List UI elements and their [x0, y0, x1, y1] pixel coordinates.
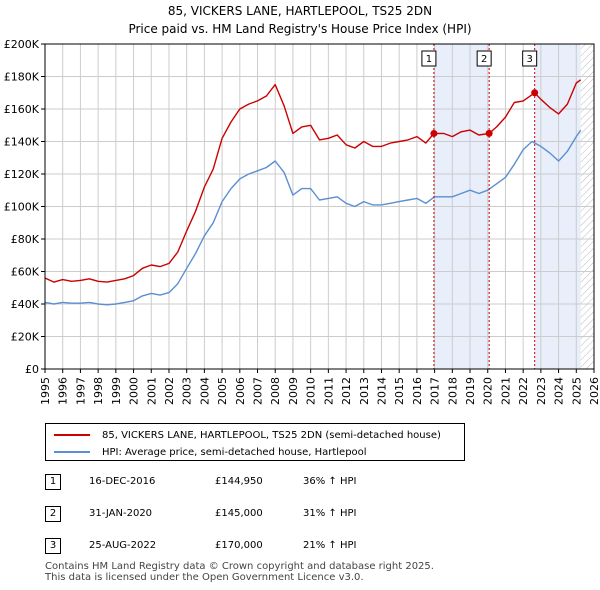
- y-tick-label: £160K: [4, 103, 40, 116]
- legend: 85, VICKERS LANE, HARTLEPOOL, TS25 2DN (…: [45, 423, 465, 461]
- chart-title: 85, VICKERS LANE, HARTLEPOOL, TS25 2DN: [168, 4, 432, 18]
- sale-marker-label: 3: [526, 54, 532, 65]
- sale-number: 1: [45, 474, 61, 490]
- sale-hpi-change: 36% ↑ HPI: [303, 476, 357, 487]
- y-tick-label: £80K: [11, 233, 40, 246]
- table-row: 1 16-DEC-2016 £144,950 36% ↑ HPI: [45, 474, 445, 490]
- x-tick-label: 2023: [535, 377, 548, 405]
- x-tick-label: 2024: [553, 377, 566, 405]
- x-tick-label: 1998: [92, 377, 105, 405]
- legend-item-property: 85, VICKERS LANE, HARTLEPOOL, TS25 2DN (…: [54, 427, 441, 443]
- sale-marker-label: 2: [481, 54, 487, 65]
- x-tick-label: 2013: [358, 377, 371, 405]
- sale-number: 2: [45, 506, 61, 522]
- x-tick-label: 2010: [305, 377, 318, 405]
- sale-number: 3: [45, 538, 61, 554]
- y-tick-label: £60K: [11, 266, 40, 279]
- chart: 85, VICKERS LANE, HARTLEPOOL, TS25 2DN P…: [4, 4, 600, 405]
- table-row: 3 25-AUG-2022 £170,000 21% ↑ HPI: [45, 538, 445, 554]
- legend-label-hpi: HPI: Average price, semi-detached house,…: [102, 446, 367, 458]
- x-tick-label: 1995: [39, 377, 52, 405]
- x-tick-label: 2015: [393, 377, 406, 405]
- sale-point: [430, 129, 438, 137]
- y-tick-label: £140K: [4, 136, 40, 149]
- sale-marker-label: 1: [426, 54, 432, 65]
- x-tick-label: 2003: [181, 377, 194, 405]
- y-tick-label: £0: [25, 363, 39, 376]
- x-tick-label: 2025: [570, 377, 583, 405]
- x-tick-label: 2021: [499, 377, 512, 405]
- x-tick-label: 1997: [74, 377, 87, 405]
- legend-item-hpi: HPI: Average price, semi-detached house,…: [54, 444, 367, 460]
- legend-swatch-hpi: [54, 451, 90, 453]
- x-tick-label: 1996: [57, 377, 70, 405]
- y-tick-label: £120K: [4, 168, 40, 181]
- x-tick-label: 2006: [234, 377, 247, 405]
- sale-hpi-change: 21% ↑ HPI: [303, 540, 357, 551]
- legend-label-property: 85, VICKERS LANE, HARTLEPOOL, TS25 2DN (…: [102, 429, 441, 441]
- x-tick-label: 2012: [340, 377, 353, 405]
- x-tick-label: 2018: [446, 377, 459, 405]
- y-tick-label: £20K: [11, 331, 40, 344]
- sale-point: [485, 129, 493, 137]
- x-tick-label: 2007: [252, 377, 265, 405]
- sale-marker-box: [421, 50, 437, 67]
- x-tick-label: 2017: [429, 377, 442, 405]
- sale-date: 16-DEC-2016: [89, 476, 156, 487]
- x-tick-label: 2004: [198, 377, 211, 405]
- x-tick-label: 2011: [322, 377, 335, 405]
- x-tick-label: 2002: [163, 377, 176, 405]
- chart-subtitle: Price paid vs. HM Land Registry's House …: [128, 22, 471, 36]
- sale-price: £144,950: [215, 476, 263, 487]
- footer-licence: This data is licensed under the Open Gov…: [45, 572, 364, 583]
- x-tick-label: 2008: [269, 377, 282, 405]
- y-tick-label: £40K: [11, 298, 40, 311]
- sale-hpi-change: 31% ↑ HPI: [303, 508, 357, 519]
- y-tick-label: £180K: [4, 71, 40, 84]
- x-tick-label: 2020: [482, 377, 495, 405]
- x-tick-label: 2005: [216, 377, 229, 405]
- sale-marker-box: [476, 50, 492, 67]
- sale-marker-box: [522, 50, 538, 67]
- footer-copyright: Contains HM Land Registry data © Crown c…: [45, 561, 434, 572]
- sale-price: £170,000: [215, 540, 263, 551]
- x-tick-label: 2022: [517, 377, 530, 405]
- y-tick-label: £200K: [4, 38, 40, 51]
- footer: Contains HM Land Registry data © Crown c…: [45, 561, 434, 583]
- x-tick-label: 2009: [287, 377, 300, 405]
- x-tick-label: 2016: [411, 377, 424, 405]
- legend-swatch-property: [54, 434, 90, 436]
- table-row: 2 31-JAN-2020 £145,000 31% ↑ HPI: [45, 506, 445, 522]
- x-tick-label: 1999: [110, 377, 123, 405]
- x-tick-label: 2000: [128, 377, 141, 405]
- y-tick-label: £100K: [4, 201, 40, 214]
- x-tick-label: 2014: [375, 377, 388, 405]
- sale-point: [531, 89, 539, 97]
- sale-date: 31-JAN-2020: [89, 508, 153, 519]
- x-tick-label: 2019: [464, 377, 477, 405]
- sale-date: 25-AUG-2022: [89, 540, 157, 551]
- x-tick-label: 2026: [588, 377, 600, 405]
- x-tick-label: 2001: [145, 377, 158, 405]
- property-price-line: [44, 79, 582, 283]
- sale-price: £145,000: [215, 508, 263, 519]
- hpi-line: [44, 129, 582, 306]
